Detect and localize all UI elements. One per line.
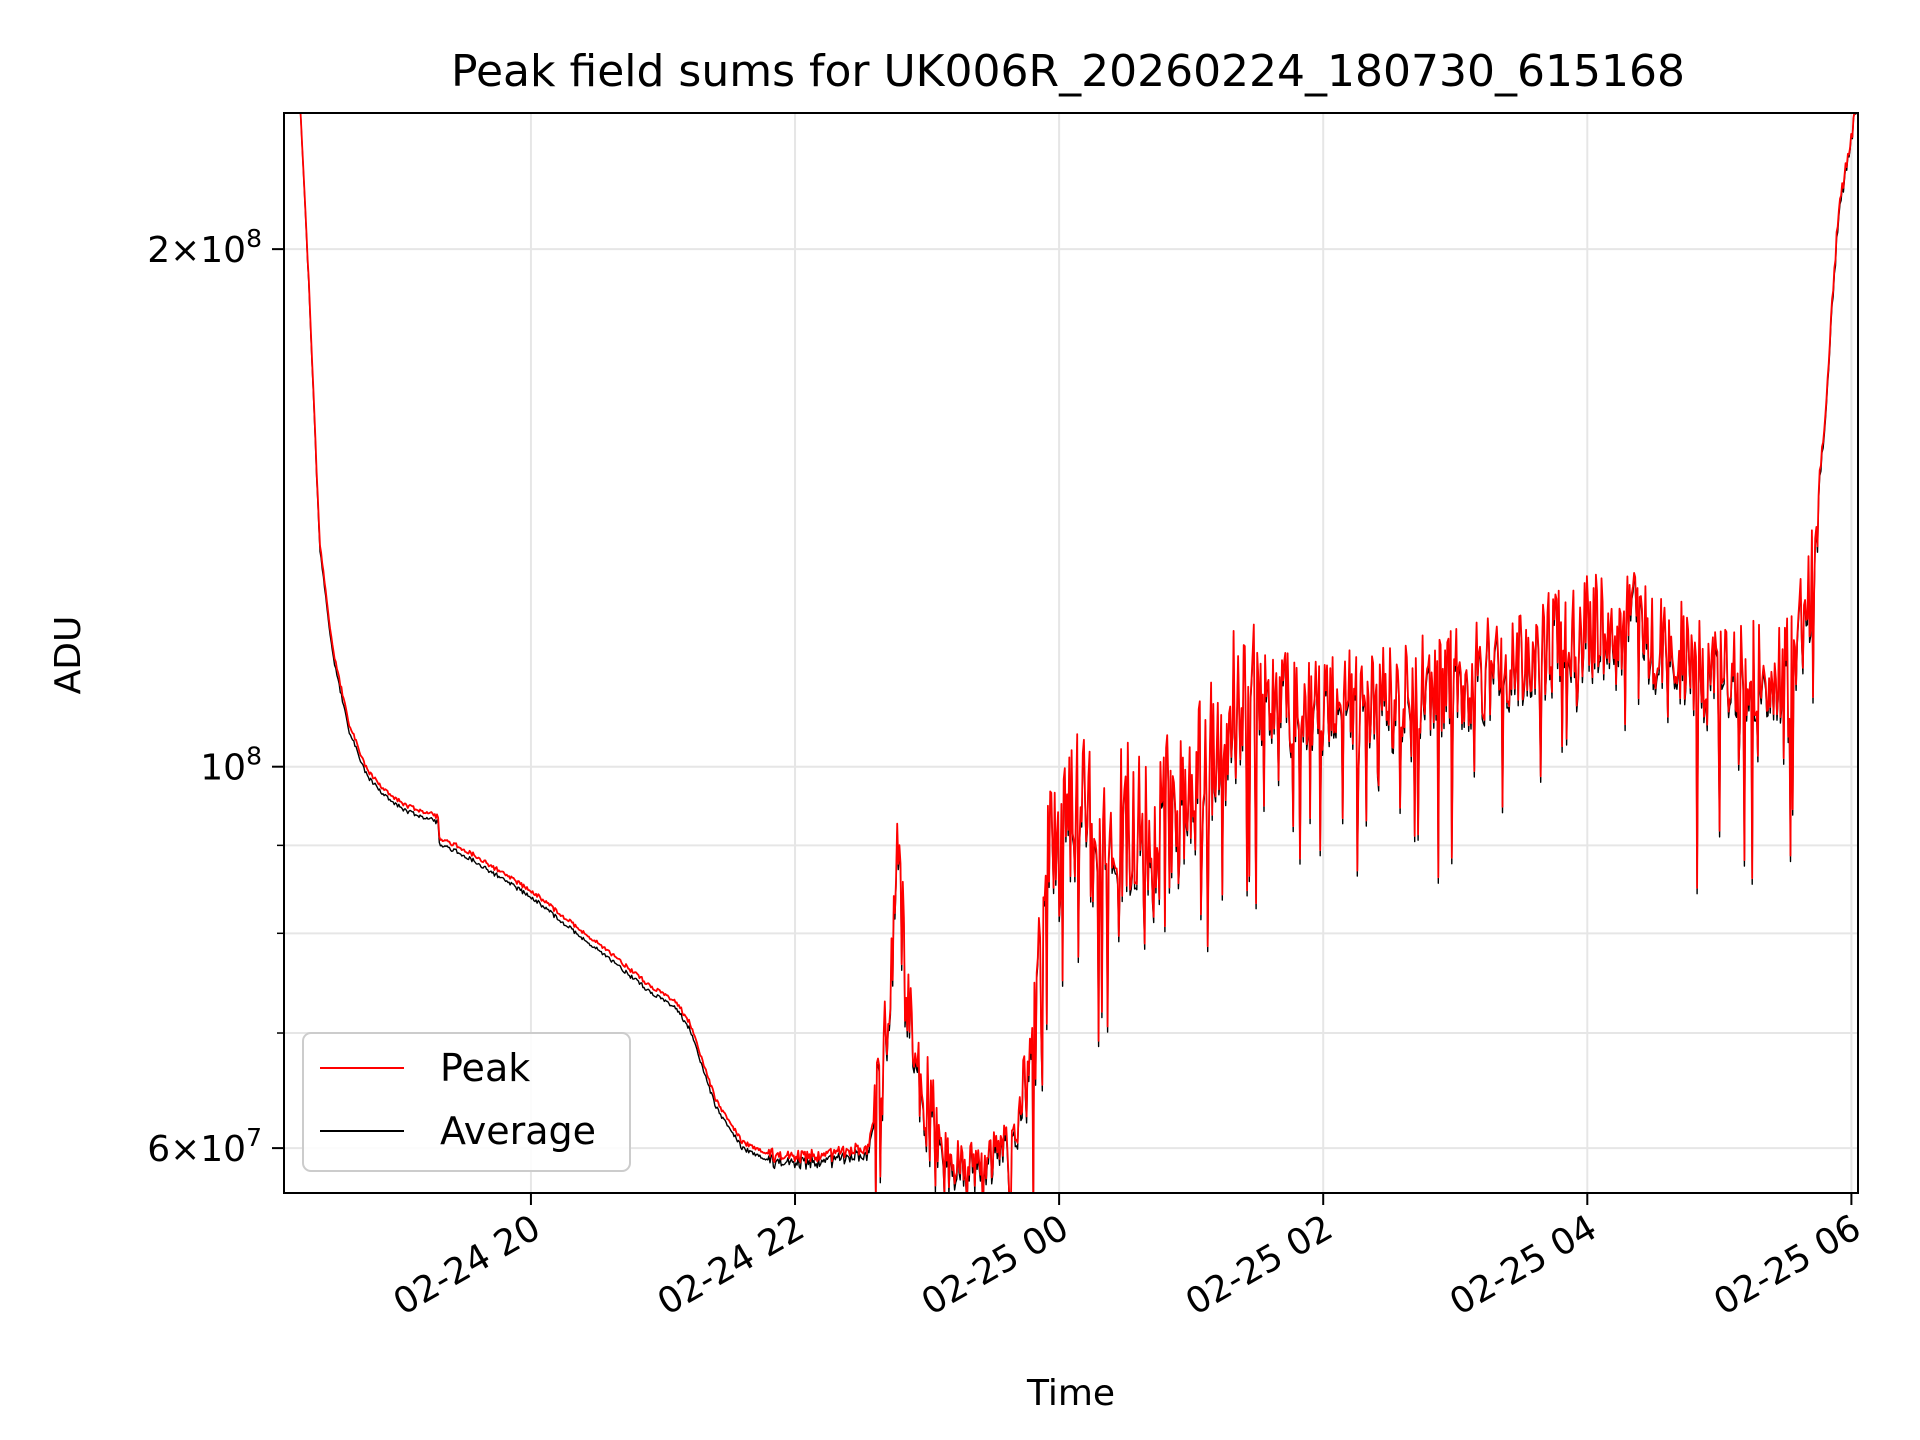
series-line-peak [299, 113, 1857, 1193]
chart-title: Peak field sums for UK006R_20260224_1807… [451, 46, 1685, 97]
legend-peak-label: Peak [440, 1046, 530, 1090]
y-tick-label: 6×107 [147, 1123, 262, 1170]
y-tick-label: 108 [200, 742, 262, 789]
y-axis-label: ADU [48, 616, 89, 695]
legend: Peak Average [302, 1032, 631, 1172]
plot-area [283, 112, 1859, 1194]
legend-average-label: Average [440, 1109, 596, 1153]
plot-frame [283, 112, 1859, 1194]
x-axis-label: Time [1026, 1373, 1115, 1414]
y-tick-label: 2×108 [147, 224, 262, 271]
series-layer [299, 113, 1857, 1193]
